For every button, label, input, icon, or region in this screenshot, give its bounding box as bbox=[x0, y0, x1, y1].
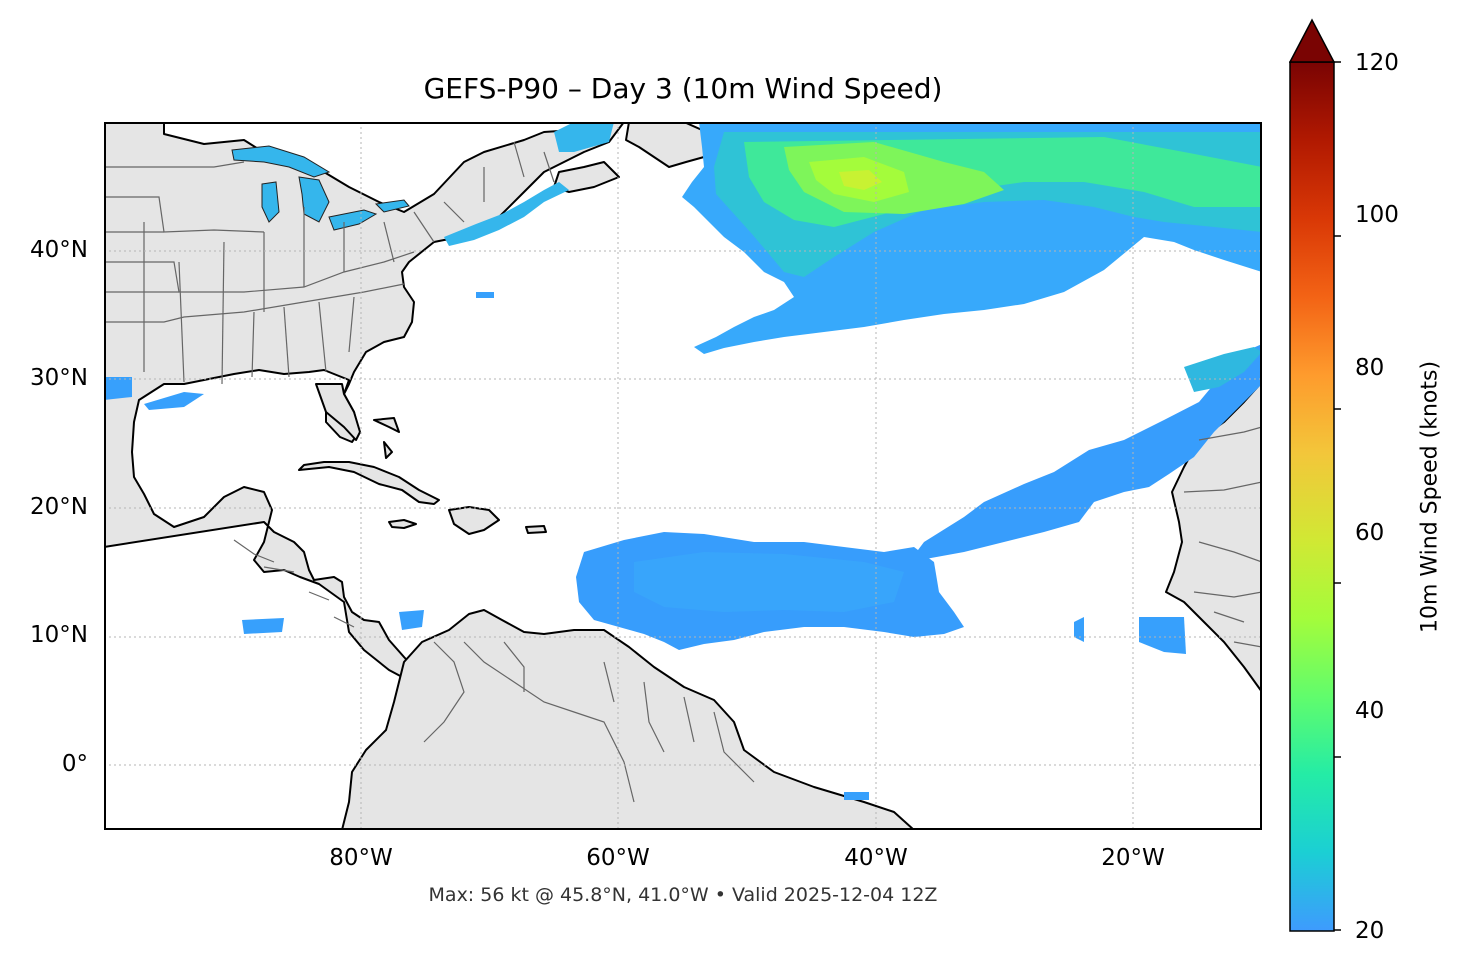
newfoundland-land bbox=[625, 122, 710, 168]
south-america-land bbox=[341, 609, 915, 830]
lat-label-10n: 10°N bbox=[30, 622, 88, 648]
lat-label-30n: 30°N bbox=[30, 365, 88, 391]
florida-land bbox=[315, 383, 361, 441]
borders bbox=[104, 141, 1262, 803]
lat-label-20n: 20°N bbox=[30, 494, 88, 520]
colorbar-tick-40: 40 bbox=[1355, 698, 1385, 724]
max-wind-info: Max: 56 kt @ 45.8°N, 41.0°W • Valid 2025… bbox=[428, 884, 938, 906]
colorbar-label: 10m Wind Speed (knots) bbox=[1417, 360, 1443, 634]
map-panel[interactable] bbox=[104, 122, 1262, 830]
map-border bbox=[104, 122, 1262, 830]
lat-label-0: 0° bbox=[61, 751, 88, 777]
colorbar-tick-20: 20 bbox=[1355, 918, 1385, 944]
colorbar-tick-120: 120 bbox=[1355, 50, 1399, 76]
gridlines bbox=[104, 122, 1262, 830]
bahamas-land bbox=[373, 417, 400, 459]
wind-field bbox=[104, 122, 1262, 800]
jamaica-land bbox=[388, 519, 417, 529]
map-title: GEFS-P90 – Day 3 (10m Wind Speed) bbox=[423, 72, 943, 105]
lon-label-60w: 60°W bbox=[586, 845, 650, 871]
cuba-land bbox=[298, 461, 440, 505]
colorbar bbox=[1288, 18, 1349, 938]
hispaniola-land bbox=[448, 506, 500, 535]
colorbar-tick-80: 80 bbox=[1355, 355, 1385, 381]
wind-region-subtropical bbox=[909, 344, 1262, 562]
lon-label-80w: 80°W bbox=[329, 845, 393, 871]
wind-map bbox=[104, 122, 1262, 830]
lon-label-40w: 40°W bbox=[844, 845, 908, 871]
lon-label-20w: 20°W bbox=[1101, 845, 1165, 871]
puerto-rico-land bbox=[525, 525, 547, 534]
colorbar-extend-arrow bbox=[1288, 18, 1336, 63]
colorbar-tick-60: 60 bbox=[1355, 520, 1385, 546]
colorbar-tick-100: 100 bbox=[1355, 202, 1399, 228]
lat-label-40n: 40°N bbox=[30, 237, 88, 263]
great-lakes bbox=[231, 145, 410, 231]
